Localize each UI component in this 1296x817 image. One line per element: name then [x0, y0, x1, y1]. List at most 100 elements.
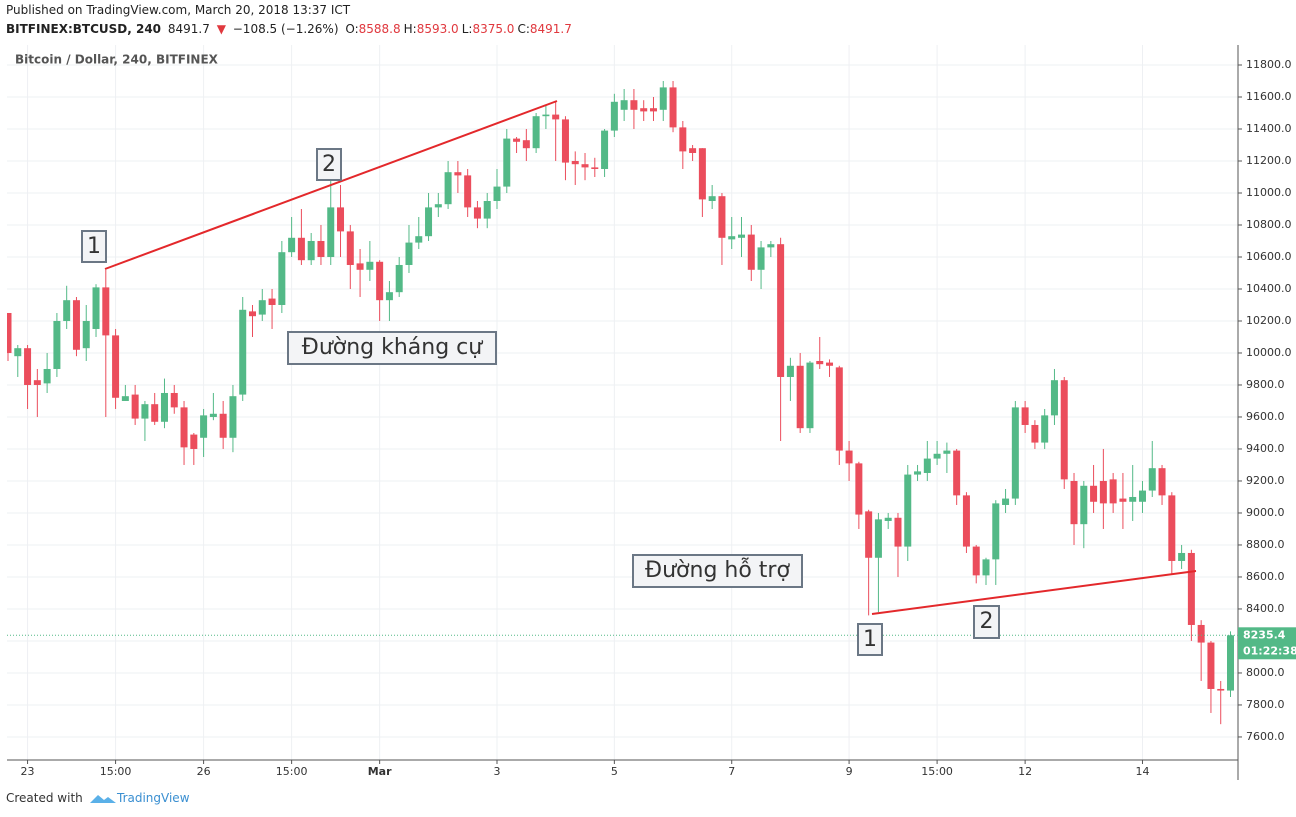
- annotation: 1: [81, 230, 107, 263]
- y-tick-label: 10000.0: [1246, 346, 1292, 359]
- candle-body: [659, 87, 667, 110]
- candle-body: [777, 244, 785, 377]
- candle-body: [1217, 688, 1225, 691]
- candle-body: [317, 240, 325, 257]
- candle-body: [209, 413, 217, 417]
- ohlc-value: 8491.7: [529, 22, 572, 36]
- candle-body: [1070, 480, 1078, 525]
- candle-body: [53, 320, 61, 369]
- candle-body: [845, 450, 853, 464]
- candle-body: [591, 167, 599, 169]
- candle-body: [366, 261, 374, 270]
- candle-body: [160, 392, 168, 422]
- y-tick-label: 9200.0: [1246, 474, 1285, 487]
- candle-body: [1002, 498, 1010, 505]
- candle-body: [962, 495, 970, 547]
- candle-body: [601, 130, 609, 169]
- candle-body: [649, 108, 657, 112]
- candle-body: [894, 517, 902, 547]
- candle-body: [43, 368, 51, 384]
- ohlc-value: 8593.0: [416, 22, 459, 36]
- candle-body: [200, 415, 208, 438]
- candle-body: [239, 309, 247, 395]
- annotation: Đường kháng cự: [287, 331, 497, 365]
- candle-body: [630, 100, 638, 110]
- x-tick-label: 12: [1018, 765, 1032, 778]
- candle-body: [24, 348, 32, 385]
- candle-body: [1109, 479, 1117, 504]
- candle-body: [268, 298, 276, 305]
- down-arrow: ▼: [216, 22, 226, 36]
- candle-body: [131, 394, 139, 419]
- x-tick-label: 5: [611, 765, 618, 778]
- candle-body: [992, 503, 1000, 560]
- axes: 7600.07800.08000.08200.08400.08600.08800…: [7, 58, 1296, 778]
- annotation: 1: [857, 623, 883, 656]
- y-tick-label: 8600.0: [1246, 570, 1285, 583]
- candle-body: [786, 365, 794, 377]
- candle-body: [297, 237, 305, 261]
- candle-body: [7, 312, 12, 353]
- candle-body: [307, 240, 315, 261]
- candle-body: [923, 458, 931, 473]
- candle-body: [464, 175, 472, 208]
- x-tick-label: 15:00: [921, 765, 953, 778]
- x-tick-label: 7: [728, 765, 735, 778]
- candle-body: [874, 519, 882, 558]
- candle-body: [483, 200, 491, 219]
- candle-body: [503, 138, 511, 187]
- logo: [90, 795, 116, 803]
- candle-body: [542, 114, 550, 117]
- candle-body: [855, 463, 863, 515]
- created-with: Created with: [6, 791, 83, 805]
- candle-body: [1129, 496, 1137, 502]
- symbol-line: BITFINEX:BTCUSD, 240 8491.7 ▼ −108.5 (−1…: [6, 22, 578, 36]
- candle-body: [33, 380, 41, 385]
- candle-body: [953, 450, 961, 496]
- candle-body: [444, 172, 452, 205]
- y-tick-label: 8000.0: [1246, 666, 1285, 679]
- candle-body: [1050, 380, 1058, 416]
- candle-body: [249, 311, 256, 317]
- y-tick-label: 10600.0: [1246, 250, 1292, 263]
- y-tick-label: 9600.0: [1246, 410, 1285, 423]
- y-tick-label: 9800.0: [1246, 378, 1285, 391]
- candle-body: [767, 244, 775, 248]
- candle-body: [151, 404, 159, 422]
- candle-body: [1138, 490, 1146, 502]
- candle-body: [884, 517, 892, 521]
- brand[interactable]: TradingView: [117, 791, 190, 805]
- price: 8491.7: [167, 22, 210, 36]
- candle-body: [806, 362, 814, 429]
- candle-body: [943, 450, 951, 454]
- candle-body: [102, 287, 110, 336]
- ohlc-key: C:: [517, 22, 530, 36]
- candle-body: [1011, 407, 1019, 499]
- candle-body: [337, 207, 345, 232]
- annotation: 2: [973, 605, 1000, 639]
- candle-body: [229, 396, 237, 438]
- ohlc-key: O:: [345, 22, 359, 36]
- candle-body: [63, 300, 71, 321]
- resistance-line: [104, 100, 558, 270]
- x-tick-label: 15:00: [100, 765, 132, 778]
- x-tick-label: 9: [846, 765, 853, 778]
- candle-body: [356, 263, 364, 270]
- candle-body: [425, 207, 433, 237]
- y-tick-label: 9400.0: [1246, 442, 1285, 455]
- candle-body: [747, 234, 755, 270]
- candle-body: [522, 140, 530, 149]
- candle-body: [415, 236, 423, 243]
- symbol: BITFINEX:BTCUSD, 240: [6, 22, 162, 36]
- candle-body: [1158, 468, 1166, 496]
- candle-body: [473, 207, 481, 219]
- candle-body: [914, 471, 922, 475]
- ohlc-value: 8588.8: [358, 22, 401, 36]
- candle-body: [1021, 407, 1029, 425]
- y-tick-label: 8800.0: [1246, 538, 1285, 551]
- candle-body: [610, 101, 618, 131]
- candle-body: [1080, 485, 1088, 525]
- y-tick-label: 11800.0: [1246, 58, 1292, 71]
- candle-body: [816, 360, 824, 365]
